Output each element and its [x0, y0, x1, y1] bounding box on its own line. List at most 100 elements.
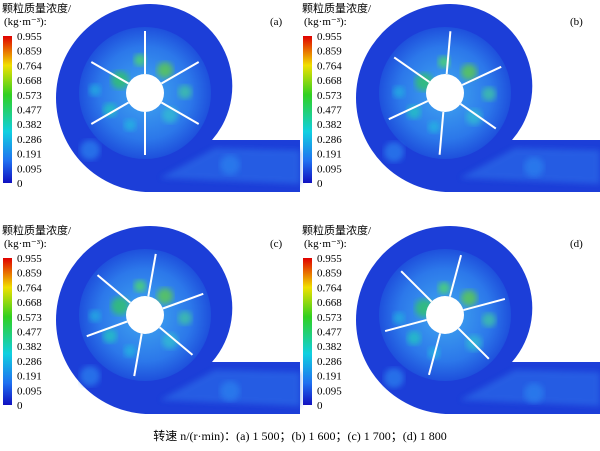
colorbar-tick-label: 0.477 — [17, 327, 42, 339]
concentration-spot — [111, 71, 129, 89]
colorbar-tick-label: 0.859 — [17, 46, 42, 58]
colorbar-unit: (kg·m⁻³): — [4, 238, 47, 250]
concentration-spot — [461, 290, 477, 306]
concentration-spot — [220, 155, 240, 175]
hub — [126, 74, 164, 112]
blade — [438, 111, 445, 155]
concentration-spot — [482, 87, 496, 101]
concentration-spot — [162, 333, 178, 349]
concentration-spot — [384, 142, 404, 162]
concentration-spot — [111, 297, 129, 315]
concentration-spot — [466, 109, 482, 125]
panel: 颗粒质量浓度/(kg·m⁻³): (d) 0.955 0.859 0.764 0.668 0… — [302, 223, 600, 414]
concentration-spot — [393, 86, 405, 98]
caption: 转速 n/(r·min)：(a) 1 500；(b) 1 600；(c) 1 7… — [153, 428, 447, 443]
colorbar-tick-label: 0.286 — [17, 356, 42, 368]
colorbar-tick-label: 0.859 — [17, 268, 42, 280]
colorbar-tick-label: 0.382 — [17, 119, 42, 131]
colorbar-tick-label: 0.859 — [317, 268, 342, 280]
concentration-spot — [157, 62, 173, 78]
colorbar-tick-label: 0.286 — [317, 356, 342, 368]
concentration-spot — [134, 280, 146, 292]
colorbar-title: 颗粒质量浓度/ — [302, 1, 372, 15]
colorbar-tick-label: 0.286 — [17, 134, 42, 146]
concentration-spot — [124, 119, 136, 131]
blade — [384, 318, 427, 333]
panel-label: (a) — [270, 16, 283, 28]
colorbar-tick-label: 0.477 — [317, 327, 342, 339]
blade — [388, 100, 429, 121]
colorbar-tick-label: 0.477 — [17, 105, 42, 117]
colorbar-tick-label: 0.955 — [317, 31, 342, 43]
concentration-spot — [461, 64, 477, 80]
concentration-spot — [407, 331, 421, 345]
colorbar-tick-label: 0.573 — [317, 90, 342, 102]
colorbar-tick-label: 0.668 — [317, 75, 342, 87]
colorbar — [303, 258, 312, 405]
concentration-spot — [524, 157, 544, 177]
colorbar-tick-label: 0.477 — [317, 105, 342, 117]
colorbar-tick-label: 0.286 — [317, 134, 342, 146]
panel: 颗粒质量浓度/(kg·m⁻³): (c) 0.955 0.859 0.764 0.668 0… — [2, 223, 300, 414]
colorbar-tick-label: 0.382 — [17, 341, 42, 353]
concentration-spot — [220, 381, 240, 401]
colorbar-title: 颗粒质量浓度/ — [2, 1, 72, 15]
colorbar-tick-label: 0.573 — [17, 90, 42, 102]
colorbar-unit: (kg·m⁻³): — [304, 238, 347, 250]
concentration-spot — [524, 383, 544, 403]
blade — [160, 61, 200, 85]
colorbar-title: 颗粒质量浓度/ — [302, 223, 372, 237]
panel-label: (c) — [270, 238, 283, 250]
panel-label: (b) — [570, 16, 583, 28]
blade — [445, 31, 452, 75]
colorbar-tick-label: 0 — [17, 178, 23, 190]
blade — [147, 253, 157, 297]
colorbar-tick-label: 0.382 — [317, 119, 342, 131]
concentration-spot — [162, 107, 178, 123]
concentration-spot — [178, 311, 192, 325]
colorbar-tick-label: 0.573 — [317, 312, 342, 324]
colorbar-tick-label: 0.095 — [17, 163, 42, 175]
concentration-spot — [134, 54, 146, 66]
colorbar-tick-label: 0 — [317, 178, 323, 190]
concentration-spot — [384, 368, 404, 388]
colorbar-unit: (kg·m⁻³): — [4, 16, 47, 28]
colorbar-tick-label: 0.955 — [17, 253, 42, 265]
blade — [158, 326, 194, 356]
colorbar-title: 颗粒质量浓度/ — [2, 223, 72, 237]
blade — [96, 274, 132, 304]
blade — [448, 254, 463, 297]
colorbar-tick-label: 0.668 — [17, 75, 42, 87]
blade — [427, 333, 442, 376]
colorbar-tick-label: 0.668 — [317, 297, 342, 309]
concentration-spot — [438, 282, 450, 294]
panel: 颗粒质量浓度/(kg·m⁻³): (b) 0.955 0.859 0.764 0.668 0… — [302, 1, 600, 193]
panel-label: (d) — [570, 238, 583, 250]
colorbar-tick-label: 0.095 — [17, 385, 42, 397]
concentration-spot — [124, 345, 136, 357]
blade — [459, 103, 497, 130]
colorbar-tick-label: 0 — [317, 400, 323, 412]
panel: 颗粒质量浓度/(kg·m⁻³): (a) 0.955 0.859 0.764 0.668 0… — [2, 1, 300, 193]
blade — [86, 320, 128, 338]
colorbar-tick-label: 0 — [17, 400, 23, 412]
colorbar-tick-label: 0.191 — [17, 371, 42, 383]
colorbar — [303, 36, 312, 183]
concentration-spot — [80, 366, 100, 386]
blade — [160, 101, 200, 125]
blade — [90, 101, 130, 125]
blade — [162, 292, 204, 310]
blade — [461, 65, 502, 86]
colorbar-tick-label: 0.764 — [17, 282, 42, 294]
hub — [426, 296, 464, 334]
colorbar — [3, 258, 12, 405]
colorbar-tick-label: 0.095 — [317, 385, 342, 397]
blade — [400, 270, 433, 303]
blade — [133, 333, 143, 377]
colorbar-tick-label: 0.668 — [17, 297, 42, 309]
colorbar-tick-label: 0.191 — [317, 371, 342, 383]
colorbar-tick-label: 0.955 — [17, 31, 42, 43]
colorbar-tick-label: 0.764 — [317, 282, 342, 294]
